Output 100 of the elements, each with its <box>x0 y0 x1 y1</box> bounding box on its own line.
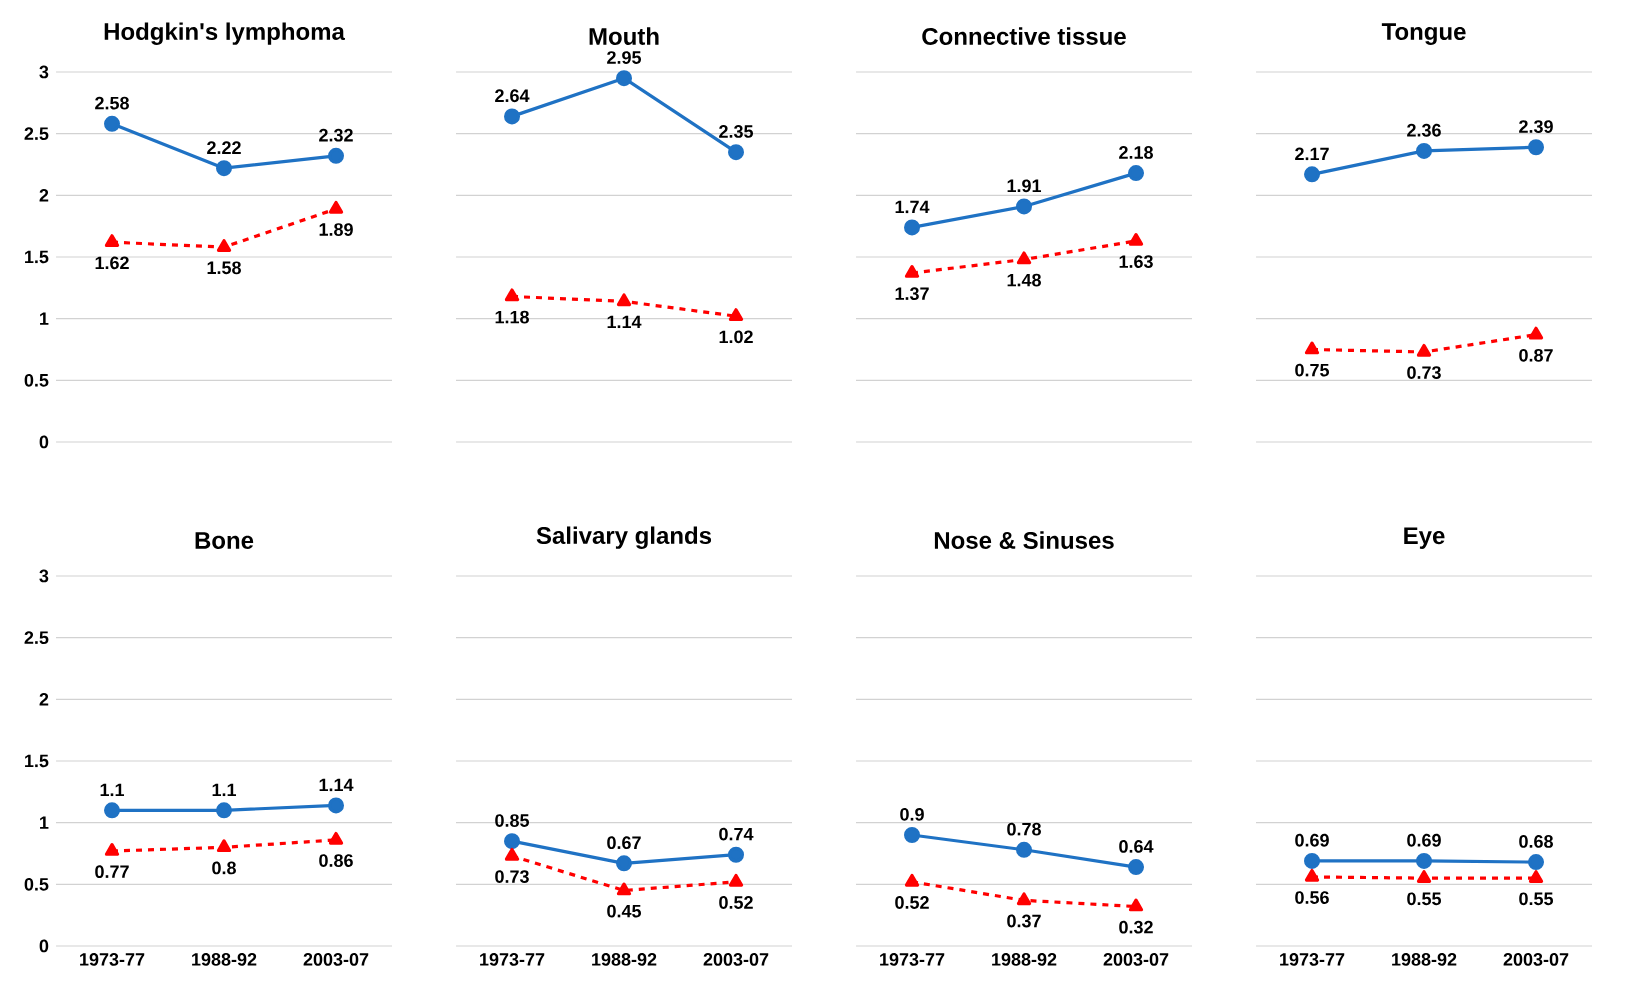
point <box>728 873 744 887</box>
data-label: 1.14 <box>319 778 354 792</box>
point <box>1528 326 1544 340</box>
data-label: 0.67 <box>607 836 641 850</box>
data-label: 0.85 <box>495 814 530 827</box>
point <box>904 826 921 843</box>
data-label: 1.89 <box>319 223 353 236</box>
data-label: 1.48 <box>1007 273 1041 287</box>
point <box>1304 166 1321 183</box>
y-tick-label: 1.5 <box>25 754 49 768</box>
data-label: 0.64 <box>1119 840 1154 853</box>
data-label: 0.87 <box>1519 348 1553 362</box>
point <box>904 219 921 236</box>
point <box>504 833 521 850</box>
chart-title: Mouth <box>589 27 659 45</box>
point <box>728 144 745 161</box>
x-tick-label: 1988-92 <box>592 953 657 966</box>
point <box>504 847 520 861</box>
data-label: 2.36 <box>1407 123 1441 137</box>
data-label: 0.69 <box>1295 833 1329 847</box>
data-label: 0.69 <box>1407 833 1441 847</box>
point <box>728 308 744 321</box>
point <box>1128 232 1144 246</box>
point <box>728 846 745 863</box>
chart-title: Eye <box>1404 527 1445 549</box>
chart-title: Nose & Sinuses <box>934 531 1114 549</box>
data-label: 0.52 <box>895 896 929 909</box>
point <box>1416 870 1432 883</box>
data-label: 1.91 <box>1007 179 1042 193</box>
data-label: 0.55 <box>1407 892 1442 906</box>
data-label: 0.73 <box>495 870 529 883</box>
point <box>328 147 345 164</box>
data-label: 1.02 <box>719 330 753 344</box>
chart-title: Tongue <box>1381 23 1466 45</box>
y-tick-label: 3 <box>39 65 49 79</box>
chart-title: Connective tissue <box>922 27 1126 45</box>
x-tick-label: 1988-92 <box>1392 953 1457 966</box>
data-label: 2.18 <box>1119 146 1153 159</box>
point <box>904 873 920 887</box>
data-label: 2.35 <box>719 125 754 138</box>
y-tick-label: 3 <box>39 569 49 583</box>
x-tick-label: 1988-92 <box>992 953 1057 966</box>
data-label: 0.75 <box>1295 363 1330 377</box>
point <box>1128 898 1144 912</box>
point <box>616 293 632 307</box>
point <box>616 882 632 896</box>
data-label: 1.37 <box>895 287 929 301</box>
data-label: 0.8 <box>212 861 236 875</box>
data-label: 0.37 <box>1007 914 1041 928</box>
data-label: 2.22 <box>207 141 241 154</box>
y-tick-label: 1 <box>40 816 49 829</box>
point <box>1016 841 1033 858</box>
data-label: 0.45 <box>607 904 642 918</box>
data-label: 1.74 <box>895 200 930 214</box>
x-tick-label: 1973-77 <box>80 953 145 966</box>
point <box>104 115 121 132</box>
y-tick-label: 2.5 <box>24 127 49 141</box>
data-label: 2.58 <box>95 96 129 110</box>
chart-title: Hodgkin's lymphoma <box>104 22 346 45</box>
chart-title: Bone <box>195 532 254 549</box>
data-label: 0.73 <box>1407 366 1441 379</box>
data-label: 2.39 <box>1519 120 1553 133</box>
y-tick-label: 1.5 <box>25 250 49 264</box>
data-label: 1.63 <box>1119 255 1153 268</box>
y-tick-label: 2.5 <box>24 631 49 645</box>
data-label: 1.18 <box>495 310 529 324</box>
y-tick-label: 2 <box>39 693 49 706</box>
data-label: 0.86 <box>319 854 353 867</box>
x-tick-label: 1988-92 <box>192 953 257 966</box>
data-label: 2.32 <box>319 128 353 142</box>
point <box>1416 852 1433 869</box>
y-tick-label: 0 <box>39 435 49 449</box>
chart-title: Salivary glands <box>536 526 712 549</box>
data-label: 2.17 <box>1295 147 1329 161</box>
data-label: 2.95 <box>607 51 642 64</box>
point <box>1128 859 1145 876</box>
data-label: 1.1 <box>212 783 237 797</box>
point <box>1016 198 1033 215</box>
data-label: 1.1 <box>100 783 125 797</box>
point <box>1304 852 1321 869</box>
point <box>616 70 633 87</box>
data-label: 0.55 <box>1519 892 1554 906</box>
point <box>504 108 521 125</box>
x-tick-label: 2003-07 <box>1503 953 1569 966</box>
data-label: 0.9 <box>900 807 924 821</box>
point <box>504 288 520 302</box>
data-label: 0.56 <box>1295 891 1329 904</box>
point <box>1416 343 1432 357</box>
point <box>328 200 344 214</box>
point <box>216 239 232 252</box>
data-label: 0.68 <box>1519 835 1553 848</box>
point <box>1416 142 1433 159</box>
x-tick-label: 2003-07 <box>703 953 769 966</box>
x-tick-label: 1973-77 <box>1280 953 1345 966</box>
point <box>1528 854 1545 871</box>
x-tick-label: 1973-77 <box>480 953 545 966</box>
point <box>1528 870 1544 883</box>
point <box>1528 139 1545 156</box>
point <box>616 855 633 872</box>
data-label: 0.74 <box>719 827 754 841</box>
